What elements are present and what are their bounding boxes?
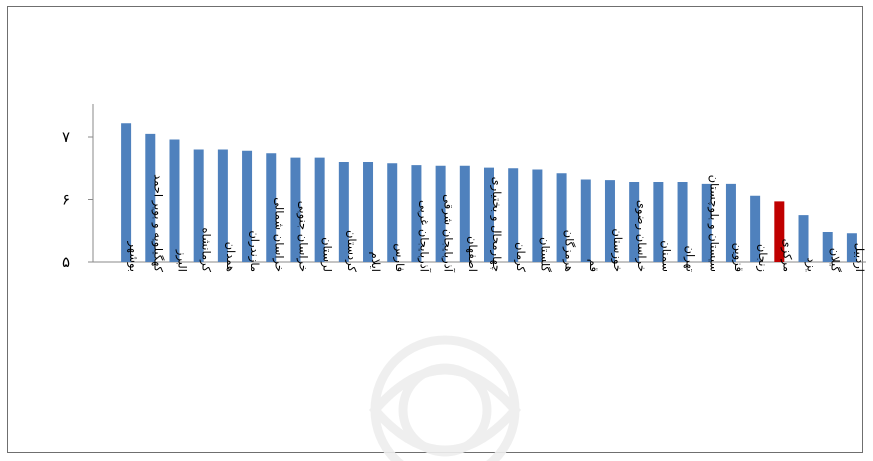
x-category-label: آذربایجان شرقی bbox=[441, 194, 456, 273]
x-category-label: خراسان جنوبی bbox=[295, 201, 310, 272]
bar-30 bbox=[822, 232, 833, 262]
bar-18 bbox=[532, 169, 543, 262]
x-category-label: بوشهر bbox=[126, 241, 141, 272]
bar-13 bbox=[411, 165, 422, 262]
x-category-label: اصفهان bbox=[466, 236, 480, 272]
bar-17 bbox=[508, 168, 519, 262]
bar-9 bbox=[314, 157, 325, 262]
bar-12 bbox=[387, 163, 398, 262]
bar-15 bbox=[459, 165, 470, 262]
bar-7 bbox=[266, 153, 277, 262]
bar-1 bbox=[121, 123, 132, 262]
bar-11 bbox=[363, 162, 374, 262]
x-category-label: همدان bbox=[224, 242, 238, 272]
bar-28 bbox=[774, 201, 785, 262]
x-category-label: البرز bbox=[174, 249, 189, 272]
x-category-label: اردبیل bbox=[852, 243, 867, 272]
bar-31 bbox=[846, 233, 857, 262]
bar-29 bbox=[798, 215, 809, 262]
bar-6 bbox=[242, 150, 253, 262]
bar-14 bbox=[435, 165, 446, 262]
bar-26 bbox=[725, 183, 736, 262]
x-category-label: گیلان bbox=[829, 248, 843, 273]
bars-group bbox=[121, 123, 857, 262]
x-category-label: خوزستان bbox=[610, 228, 625, 272]
x-category-label: سمنان bbox=[659, 240, 673, 272]
bar-23 bbox=[653, 182, 664, 262]
x-category-label: هرمزگان bbox=[562, 230, 577, 272]
bar-22 bbox=[629, 182, 640, 262]
x-category-label: لرستان bbox=[320, 237, 335, 272]
y-tick-labels: ۵ ۶ ۷ bbox=[62, 128, 70, 271]
x-category-label: فارس bbox=[392, 243, 407, 272]
x-category-label: سیستان و بلوچستان bbox=[707, 175, 722, 272]
bar-19 bbox=[556, 173, 567, 262]
x-category-label: گلستان bbox=[538, 237, 552, 272]
x-category-label: خراسان شمالی bbox=[271, 197, 286, 272]
watermark-seal bbox=[369, 335, 521, 461]
x-category-label: کردستان bbox=[344, 230, 359, 273]
x-category-label: کرمان bbox=[513, 242, 528, 272]
bar-2 bbox=[145, 133, 156, 262]
x-category-label: کرمانشاه bbox=[199, 228, 214, 273]
x-category-label: تهران bbox=[683, 246, 698, 273]
bar-27 bbox=[750, 195, 761, 262]
bar-25 bbox=[701, 183, 712, 262]
bar-3 bbox=[169, 139, 180, 262]
x-category-label: خراسان رضوی bbox=[634, 200, 649, 272]
x-category-label: ایلام bbox=[369, 252, 383, 272]
bar-10 bbox=[338, 162, 349, 262]
bar-5 bbox=[217, 149, 228, 262]
y-tick-label: ۷ bbox=[62, 128, 70, 146]
x-category-label: مرکزی bbox=[779, 239, 794, 272]
bar-20 bbox=[580, 179, 591, 262]
x-category-label: یزد bbox=[804, 257, 819, 272]
y-tick-label: ۶ bbox=[62, 191, 70, 209]
x-category-label: قزوین bbox=[731, 243, 746, 272]
bar-21 bbox=[604, 180, 615, 262]
x-category-label: آذربایجان غربی bbox=[416, 200, 431, 273]
bar-4 bbox=[193, 149, 204, 262]
x-category-label: مازندران bbox=[247, 230, 262, 272]
bar-8 bbox=[290, 157, 301, 262]
x-category-label: کهگیلویه و بویر احمد bbox=[150, 174, 165, 272]
x-category-label: چهارمحال و بختیاری bbox=[489, 177, 504, 272]
bar-16 bbox=[484, 167, 494, 262]
x-category-labels: بوشهر کهگیلویه و بویر احمد البرز کرمانشاه هم… bbox=[126, 174, 867, 273]
x-category-label: قم bbox=[587, 259, 601, 272]
x-category-label: زنجان bbox=[755, 244, 770, 272]
bar-24 bbox=[677, 182, 688, 262]
y-tick-label: ۵ bbox=[62, 253, 70, 271]
